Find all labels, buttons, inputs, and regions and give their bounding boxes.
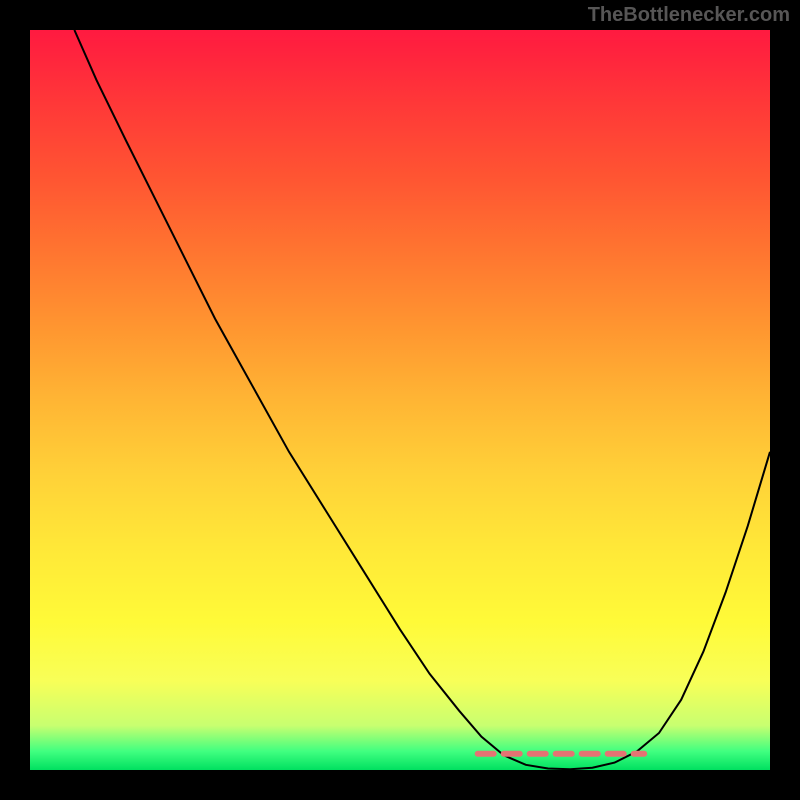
watermark-text: TheBottlenecker.com — [588, 4, 790, 27]
chart-svg — [0, 0, 800, 800]
chart-container: TheBottlenecker.com — [0, 0, 800, 800]
gradient-background — [30, 30, 770, 770]
